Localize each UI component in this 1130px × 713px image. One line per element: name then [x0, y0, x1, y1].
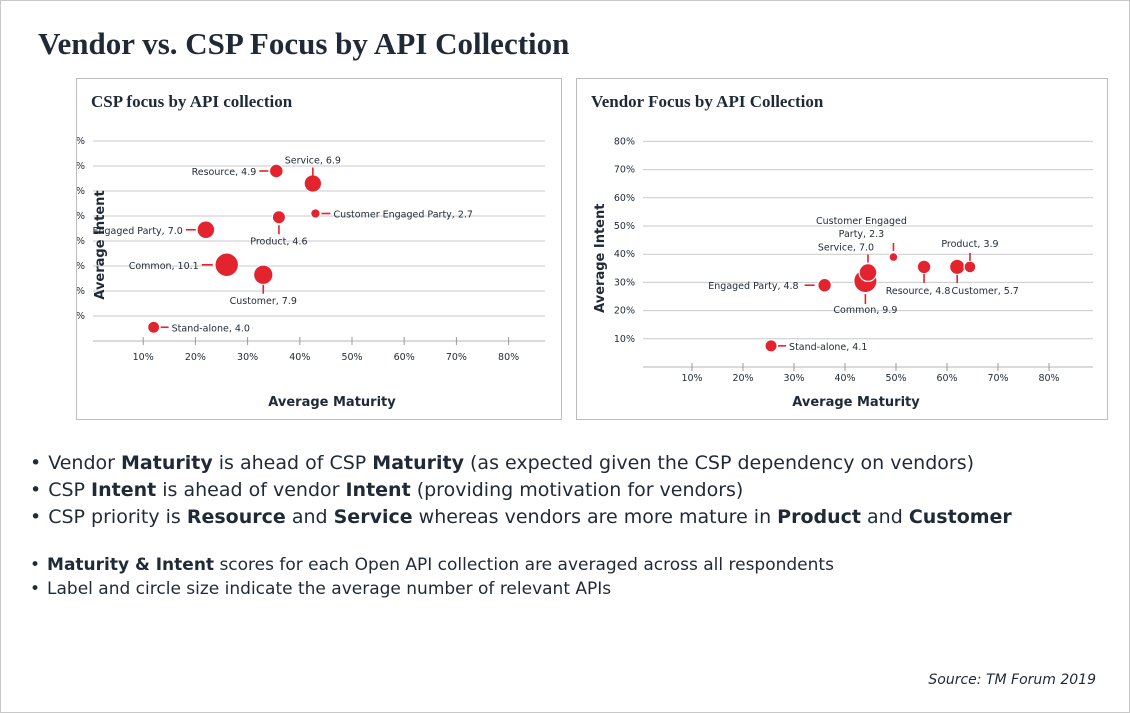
- csp-label-resource: Resource, 4.9: [192, 167, 257, 178]
- vendor-label-resource: Resource, 4.8: [886, 286, 951, 297]
- csp-xtick-label: 60%: [394, 352, 415, 363]
- csp-chart-title: CSP focus by API collection: [91, 92, 293, 111]
- csp-ytick-label: 80%: [77, 136, 85, 147]
- vendor-label-stand-alone: Stand-alone, 4.1: [789, 342, 867, 353]
- vendor-xtick-label: 60%: [936, 373, 957, 384]
- csp-label-customer-engaged-party: Customer Engaged Party, 2.7: [333, 210, 473, 221]
- note-2: Label and circle size indicate the avera…: [30, 577, 834, 601]
- vendor-xtick-label: 70%: [987, 373, 1008, 384]
- csp-label-service: Service, 6.9: [285, 156, 341, 167]
- vendor-point-service: [858, 263, 878, 282]
- csp-point-product: [271, 210, 287, 225]
- finding-2: CSP Intent is ahead of vendor Intent (pr…: [30, 477, 1012, 504]
- vendor-label-service: Service, 7.0: [818, 243, 874, 254]
- csp-point-customer: [252, 264, 274, 286]
- vendor-ytick-label: 10%: [614, 334, 635, 345]
- vendor-y-axis-label: Average Intent: [593, 204, 608, 313]
- csp-xtick-label: 10%: [133, 352, 154, 363]
- csp-gridlines: [93, 140, 545, 342]
- csp-label-common: Common, 10.1: [129, 261, 199, 272]
- vendor-xtick-label: 30%: [783, 373, 804, 384]
- vendor-xtick-label: 20%: [732, 373, 753, 384]
- vendor-point-product: [963, 260, 977, 274]
- finding-3: CSP priority is Resource and Service whe…: [30, 504, 1012, 531]
- csp-xtick-label: 20%: [185, 352, 206, 363]
- csp-y-axis-label: Average Intent: [93, 190, 108, 299]
- note-1: Maturity & Intent scores for each Open A…: [30, 553, 834, 577]
- csp-ytick-label: 70%: [77, 161, 85, 172]
- vendor-label-product: Product, 3.9: [941, 239, 998, 250]
- csp-label-product: Product, 4.6: [250, 236, 307, 247]
- vendor-scatter-chart: 10% 20% 30% 40% 50% 60% 70% 80% 10% 20% 30% 40% 50% 6…: [593, 136, 1093, 410]
- vendor-label-customer: Customer, 5.7: [952, 286, 1019, 297]
- vendor-ytick-label: 50%: [614, 221, 635, 232]
- vendor-label-common: Common, 9.9: [833, 305, 897, 316]
- csp-label-stand-alone: Stand-alone, 4.0: [172, 323, 250, 334]
- csp-ytick-label: 60%: [77, 186, 85, 197]
- vendor-xtick-label: 10%: [681, 373, 702, 384]
- csp-ytick-label: 40%: [77, 236, 85, 247]
- vendor-point-stand-alone: [764, 339, 778, 353]
- vendor-point-customer-engaged-party: [888, 252, 899, 263]
- csp-point-engaged-party: [196, 220, 216, 240]
- page-title: Vendor vs. CSP Focus by API Collection: [38, 26, 570, 61]
- vendor-ytick-label: 30%: [614, 277, 635, 288]
- vendor-x-axis-label: Average Maturity: [792, 395, 920, 410]
- csp-xtick-label: 40%: [289, 352, 310, 363]
- csp-xtick-label: 70%: [446, 352, 467, 363]
- csp-xtick-label: 80%: [498, 352, 519, 363]
- vendor-ytick-label: 20%: [614, 306, 635, 317]
- vendor-ytick-label: 60%: [614, 193, 635, 204]
- vendor-xtick-label: 40%: [834, 373, 855, 384]
- vendor-point-customer: [948, 258, 966, 276]
- csp-xtick-label: 50%: [341, 352, 362, 363]
- csp-ytick-label: 30%: [77, 261, 85, 272]
- notes-list: Maturity & Intent scores for each Open A…: [30, 553, 834, 601]
- vendor-gridlines: [643, 140, 1093, 368]
- vendor-ytick-label: 70%: [614, 165, 635, 176]
- csp-scatter-chart: 10% 20% 30% 40% 50% 60% 70% 80% 10% 20% 30% 40% 50% 6…: [77, 136, 545, 410]
- finding-1: Vendor Maturity is ahead of CSP Maturity…: [30, 450, 1012, 477]
- key-findings-list: Vendor Maturity is ahead of CSP Maturity…: [30, 450, 1012, 531]
- vendor-ytick-label: 80%: [614, 136, 635, 147]
- csp-xtick-label: 30%: [237, 352, 258, 363]
- source-note: Source: TM Forum 2019: [928, 672, 1096, 688]
- vendor-chart-title: Vendor Focus by API Collection: [591, 92, 824, 111]
- csp-point-resource: [268, 163, 284, 179]
- csp-point-common: [214, 252, 240, 278]
- vendor-chart-panel: Vendor Focus by API Collection 10% 20% 30%…: [576, 78, 1108, 420]
- vendor-label-customer-engaged-party: Customer Engaged Party, 2.3: [816, 216, 907, 240]
- vendor-label-engaged-party: Engaged Party, 4.8: [708, 281, 798, 292]
- vendor-xtick-label: 80%: [1038, 373, 1059, 384]
- csp-x-axis-label: Average Maturity: [268, 395, 396, 410]
- csp-chart-panel: CSP focus by API collection 10% 20% 30% 40%…: [76, 78, 562, 420]
- vendor-point-engaged-party: [817, 277, 832, 293]
- csp-point-stand-alone: [147, 320, 161, 334]
- vendor-point-resource: [916, 259, 932, 275]
- csp-ytick-label: 10%: [77, 311, 85, 322]
- vendor-ytick-label: 40%: [614, 249, 635, 260]
- vendor-xtick-label: 50%: [885, 373, 906, 384]
- csp-point-customer-engaged-party: [310, 208, 321, 219]
- csp-label-customer: Customer, 7.9: [230, 296, 297, 307]
- csp-ytick-label: 50%: [77, 211, 85, 222]
- csp-ytick-label: 20%: [77, 286, 85, 297]
- csp-label-engaged-party: Engaged Party, 7.0: [93, 226, 183, 237]
